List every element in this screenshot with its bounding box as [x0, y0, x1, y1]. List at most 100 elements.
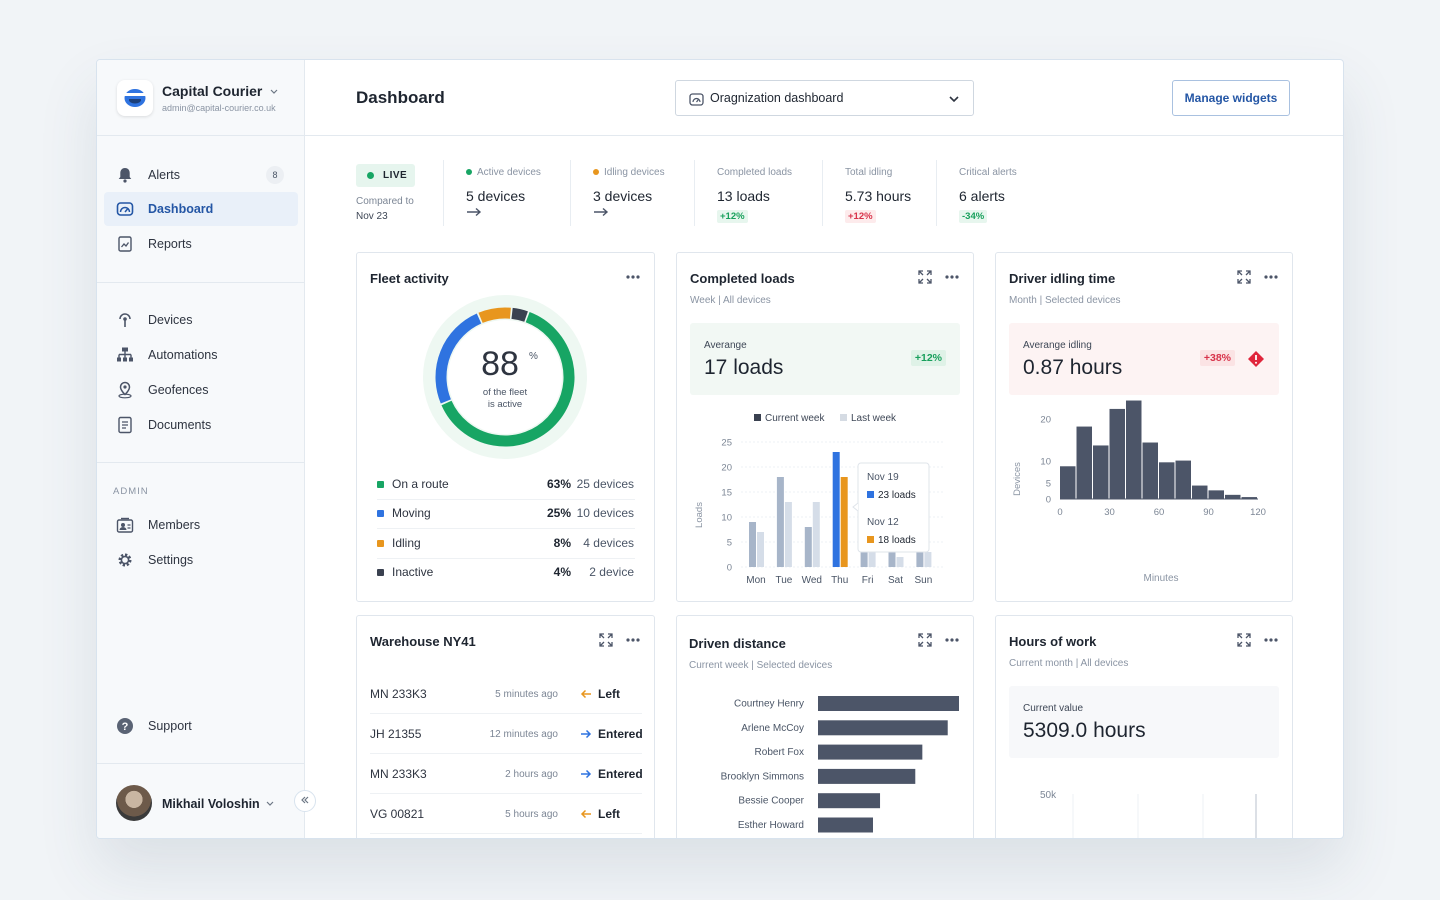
driven-distance-card: Driven distance Current week | Selected …	[676, 615, 974, 838]
stat-divider	[443, 160, 444, 226]
more-options-icon[interactable]	[1263, 632, 1279, 648]
bar-current-week	[860, 547, 868, 567]
tooltip-swatch	[867, 536, 874, 543]
status-dot	[466, 169, 472, 175]
chart-doc-icon	[118, 236, 132, 252]
collapse-sidebar-button[interactable]	[294, 790, 316, 812]
distance-bar	[818, 768, 916, 784]
stat-divider	[936, 160, 937, 226]
sidebar-item-label: Dashboard	[148, 202, 214, 216]
x-tick-label: Mon	[746, 575, 765, 586]
more-options-icon[interactable]	[625, 269, 641, 285]
document-icon	[118, 416, 132, 434]
fleet-donut-chart: 88 % of the fleet is active	[423, 295, 587, 459]
sidebar-item-documents[interactable]: Documents	[104, 408, 298, 442]
sidebar-item-devices[interactable]: Devices	[104, 303, 298, 337]
y-tick-label: 10	[721, 513, 732, 524]
distance-bar	[818, 817, 873, 833]
x-axis-label: Minutes	[1143, 573, 1178, 584]
hours-of-work-chart: 50k	[1040, 790, 1257, 838]
warehouse-event-row: JH 21355 12 minutes ago Entered	[370, 714, 643, 754]
change-badge: +38%	[1199, 350, 1235, 366]
sidebar-item-dashboard[interactable]: Dashboard	[104, 192, 298, 226]
stat-idling-devices: Idling devices 3 devices	[593, 165, 665, 222]
x-tick-label: Tue	[775, 575, 792, 586]
org-switcher[interactable]: Capital Courier admin@capital-courier.co…	[97, 60, 305, 136]
sidebar: Capital Courier admin@capital-courier.co…	[97, 60, 305, 838]
bar-last-week	[840, 477, 848, 567]
driver-idling-card: Driver idling time Month | Selected devi…	[995, 252, 1293, 602]
sidebar-item-support[interactable]: ? Support	[104, 709, 298, 743]
avatar	[116, 785, 152, 821]
more-options-icon[interactable]	[944, 632, 960, 648]
tooltip-date-last: Nov 12	[867, 517, 899, 528]
driven-distance-bar-chart: Courtney Henry Arlene McCoy Robert Fox Broo…	[721, 696, 959, 833]
card-title: Driver idling time	[1009, 271, 1116, 286]
expand-icon[interactable]	[599, 633, 613, 647]
donut-percent: 88	[481, 345, 519, 383]
arrow-right-icon	[581, 729, 592, 739]
bar-last-week	[757, 532, 764, 567]
warehouse-card: Warehouse NY41 MN 233K3 5 minutes ago Lef…	[356, 615, 655, 838]
x-tick-label: 60	[1154, 507, 1165, 518]
x-tick-label: Fri	[862, 575, 874, 586]
arrow-right-icon	[594, 207, 609, 217]
sidebar-item-reports[interactable]: Reports	[104, 227, 298, 261]
bar-current-week	[776, 477, 784, 567]
dashboard-select[interactable]: Oragnization dashboard	[675, 80, 974, 116]
bar-last-week	[812, 502, 820, 567]
gauge-icon	[116, 202, 134, 216]
card-title: Hours of work	[1009, 634, 1097, 649]
expand-icon[interactable]	[918, 270, 932, 284]
more-options-icon[interactable]	[944, 269, 960, 285]
histogram-bar	[1225, 494, 1241, 499]
bar-last-week	[924, 552, 932, 567]
live-badge: LIVE	[356, 164, 415, 187]
expand-icon[interactable]	[1237, 633, 1251, 647]
average-idling-panel: Averange idling 0.87 hours +38%	[1009, 323, 1279, 395]
org-logo	[117, 80, 153, 116]
more-options-icon[interactable]	[1263, 269, 1279, 285]
expand-icon[interactable]	[1237, 270, 1251, 284]
card-title: Completed loads	[690, 271, 795, 286]
legend-label-last: Last week	[851, 413, 897, 424]
bar-current-week	[888, 547, 896, 567]
admin-section-label: ADMIN	[113, 486, 149, 497]
live-dot	[367, 172, 374, 179]
bar-last-week	[868, 552, 876, 567]
hours-of-work-card: Hours of work Current month | All device…	[995, 615, 1293, 838]
y-tick-label: 20	[721, 463, 732, 474]
x-tick-label: Thu	[831, 575, 848, 586]
members-icon	[116, 517, 134, 533]
sidebar-item-members[interactable]: Members	[104, 508, 298, 542]
histogram-bar	[1175, 460, 1191, 499]
legend-swatch	[377, 540, 384, 547]
sidebar-item-alerts[interactable]: Alerts 8	[104, 158, 298, 192]
stat-critical-alerts: Critical alerts 6 alerts -34%	[959, 166, 1017, 223]
legend-swatch	[377, 569, 384, 576]
expand-icon[interactable]	[918, 633, 932, 647]
manage-widgets-button[interactable]: Manage widgets	[1172, 80, 1290, 116]
sidebar-item-automations[interactable]: Automations	[104, 338, 298, 372]
more-options-icon[interactable]	[625, 632, 641, 648]
card-subtitle: Month | Selected devices	[1009, 295, 1121, 306]
y-tick-label: 10	[1040, 457, 1051, 468]
sidebar-item-label: Alerts	[148, 168, 180, 182]
map-pin-icon	[118, 381, 132, 399]
dashboard-select-value: Oragnization dashboard	[710, 91, 844, 105]
sidebar-item-geofences[interactable]: Geofences	[104, 373, 298, 407]
current-hours-panel: Current value 5309.0 hours	[1009, 686, 1279, 758]
sidebar-item-settings[interactable]: Settings	[104, 543, 298, 577]
bar-last-week	[784, 502, 792, 567]
y-tick-label: 20	[1040, 415, 1051, 426]
x-tick-label: Sun	[915, 575, 933, 586]
compared-date: Nov 23	[356, 211, 388, 222]
x-tick-label: Wed	[802, 575, 822, 586]
average-loads-panel: Averange 17 loads +12%	[690, 323, 960, 395]
arrow-left-icon	[580, 689, 591, 699]
histogram-bar	[1126, 400, 1142, 499]
user-menu[interactable]: Mikhail Voloshin	[97, 763, 305, 838]
sidebar-item-label: Support	[148, 719, 192, 733]
antenna-icon	[119, 313, 131, 327]
warehouse-event-row: MN 233K3 2 hours ago Entered	[370, 754, 643, 794]
